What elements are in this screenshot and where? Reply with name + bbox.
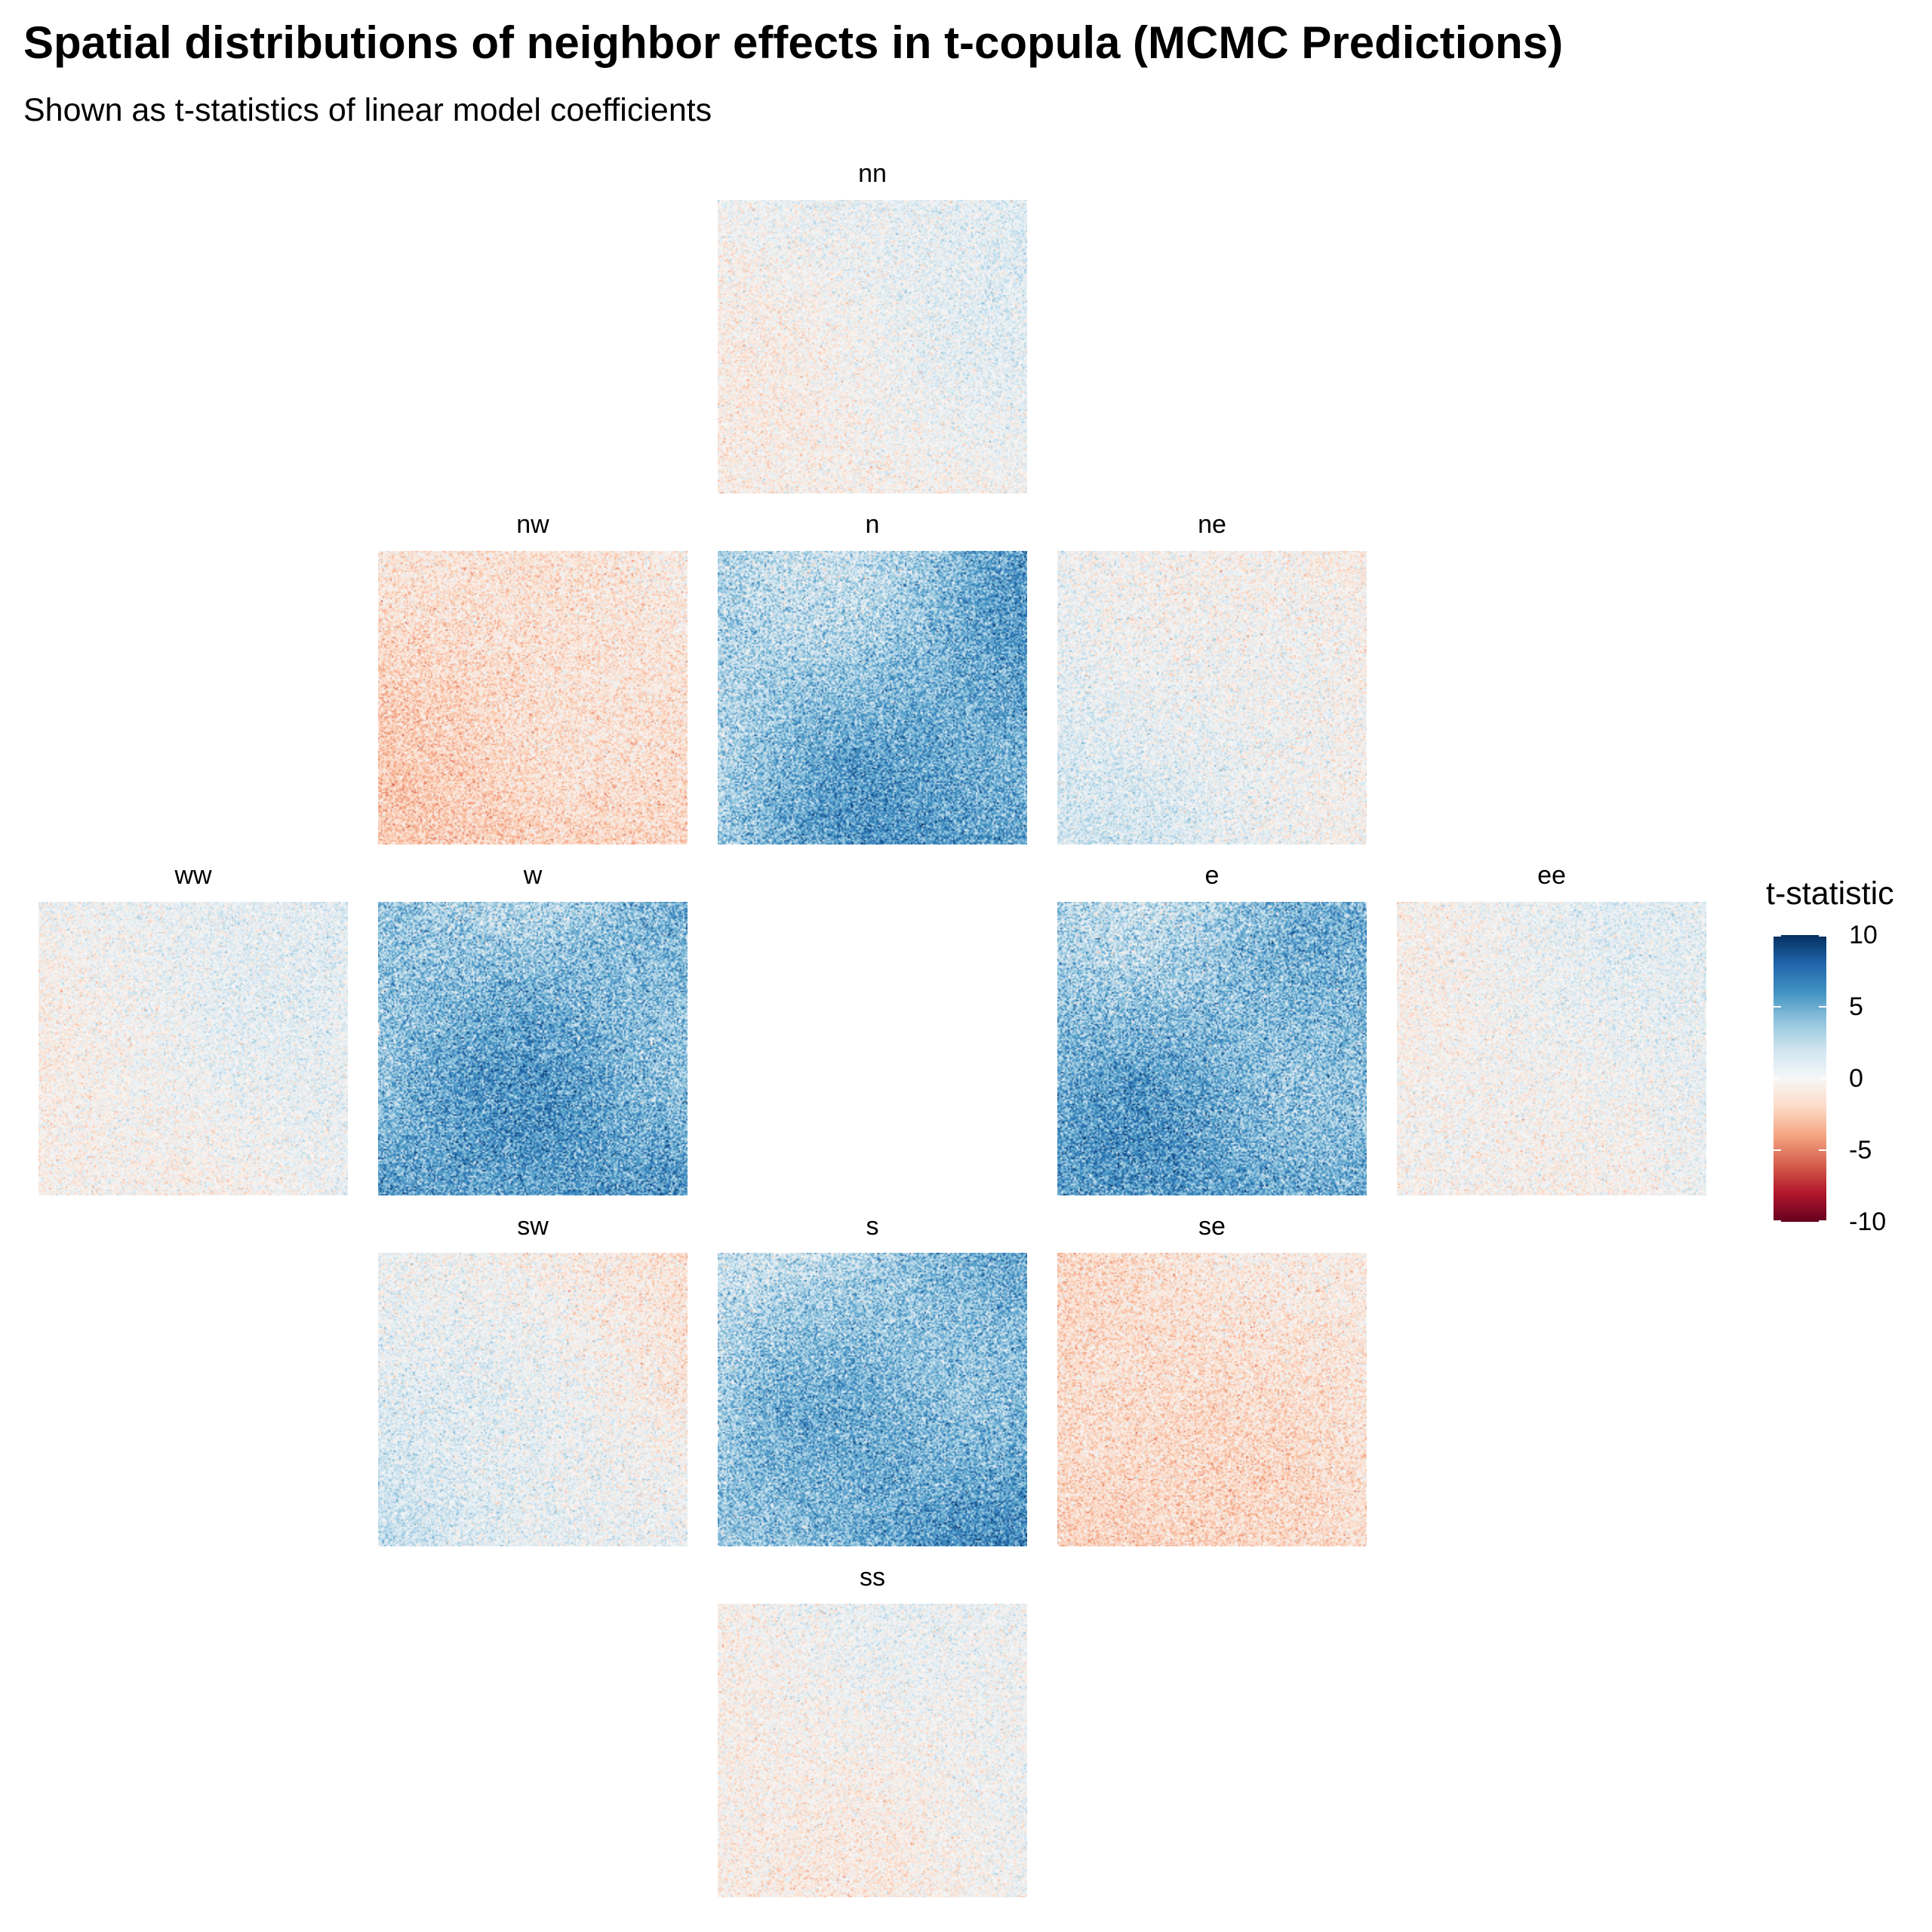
heatmap-e [1057, 902, 1367, 1195]
legend-tick-label: 10 [1849, 921, 1878, 949]
chart-subtitle: Shown as t-statistics of linear model co… [23, 92, 712, 128]
facet-label-w: w [523, 861, 543, 890]
legend-tick-label: 5 [1849, 992, 1863, 1021]
facet-label-s: s [866, 1212, 879, 1241]
legend-tick-mark [1819, 1149, 1826, 1151]
heatmap-nn [718, 200, 1027, 494]
facet-label-sw: sw [517, 1212, 549, 1241]
colorbar-legend: t-statistic 10 5 0 -5 -10 [1766, 875, 1932, 1253]
legend-tick-mark [1819, 1220, 1826, 1222]
facet-label-ee: ee [1537, 861, 1566, 890]
legend-tick-label: 0 [1849, 1064, 1863, 1093]
legend-tick-mark [1774, 1220, 1781, 1222]
heatmap-se [1057, 1253, 1367, 1546]
chart-title: Spatial distributions of neighbor effect… [23, 17, 1564, 68]
legend-title: t-statistic [1766, 875, 1894, 912]
facet-label-ww: ww [174, 861, 212, 890]
heatmap-s [718, 1253, 1027, 1546]
legend-tick-mark [1774, 935, 1781, 937]
colorbar [1774, 935, 1826, 1222]
heatmap-nw [378, 551, 688, 844]
legend-tick-mark [1819, 935, 1826, 937]
heatmap-ee [1397, 902, 1706, 1195]
heatmap-w [378, 902, 688, 1195]
heatmap-ss [718, 1604, 1027, 1897]
facet-label-nn: nn [858, 159, 887, 188]
heatmap-ww [38, 902, 348, 1195]
legend-tick-mark [1819, 1078, 1826, 1079]
facet-label-n: n [865, 510, 880, 539]
legend-tick-label: -10 [1849, 1208, 1887, 1236]
legend-tick-mark [1774, 1006, 1781, 1008]
facet-label-ss: ss [860, 1563, 885, 1592]
facet-label-ne: ne [1198, 510, 1226, 539]
facet-label-e: e [1204, 861, 1220, 890]
heatmap-ne [1057, 551, 1367, 844]
legend-tick-mark [1774, 1149, 1781, 1151]
heatmap-n [718, 551, 1027, 844]
heatmap-sw [378, 1253, 688, 1546]
legend-tick-mark [1819, 1006, 1826, 1008]
legend-tick-label: -5 [1849, 1136, 1872, 1164]
legend-tick-mark [1774, 1078, 1781, 1079]
facet-label-nw: nw [516, 510, 549, 539]
facet-label-se: se [1198, 1212, 1226, 1241]
